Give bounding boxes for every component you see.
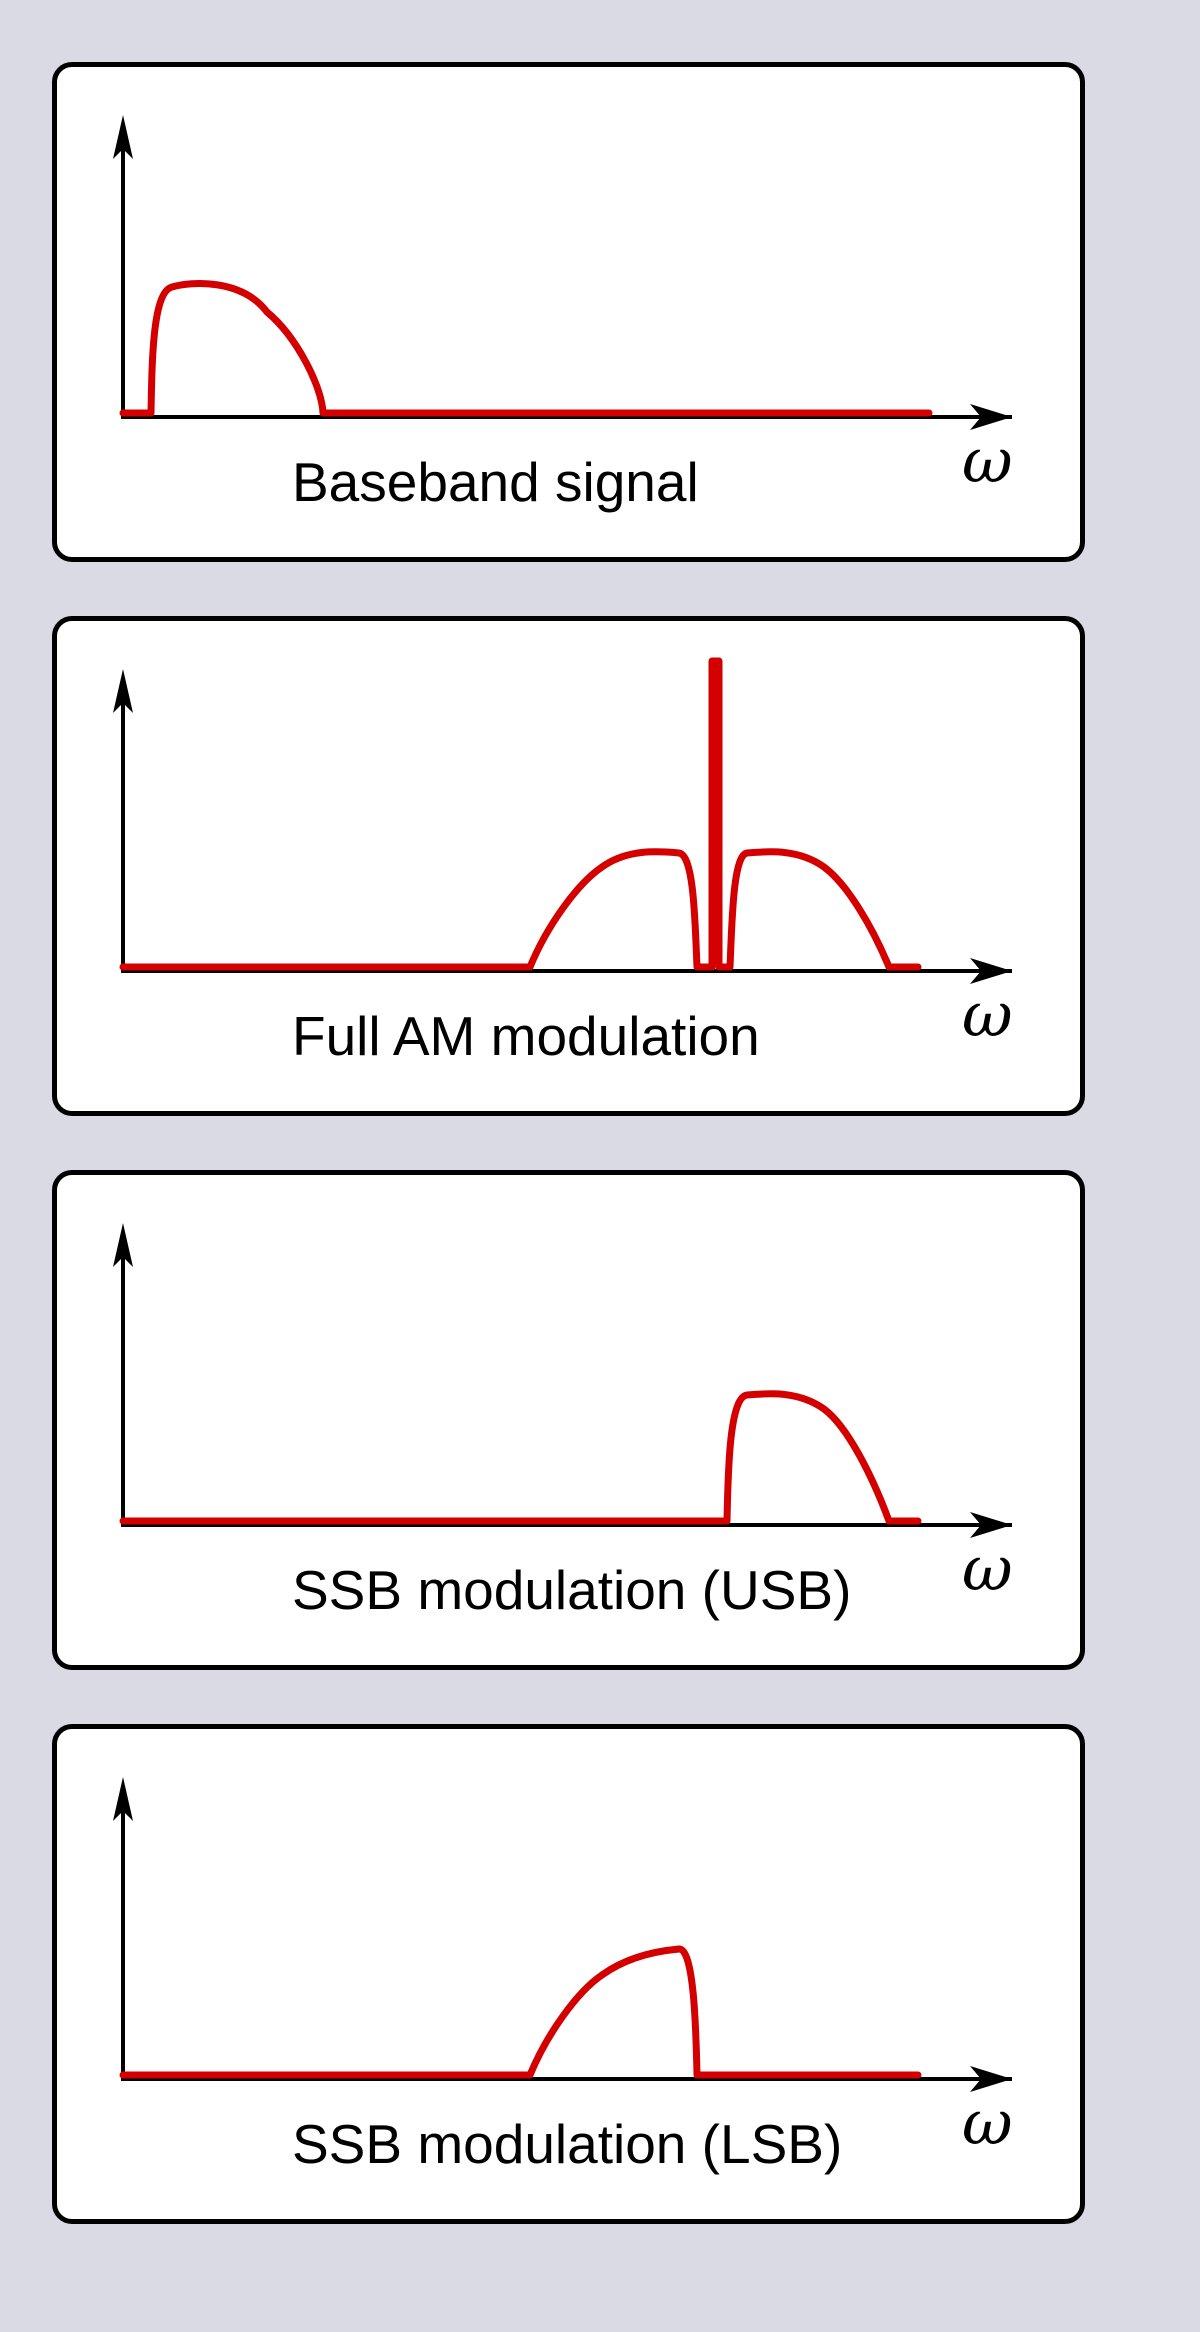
panel-baseband: Baseband signal ω [52, 62, 1085, 562]
panel-label-lsb: SSB modulation (LSB) [292, 2113, 843, 2175]
y-axis-arrow [113, 669, 133, 713]
panel-usb: SSB modulation (USB) ω [52, 1170, 1085, 1670]
panel-label-baseband: Baseband signal [292, 451, 699, 513]
x-axis-arrow [970, 1512, 1012, 1538]
y-axis-arrow [113, 1223, 133, 1267]
full-am-spectrum [119, 657, 922, 971]
lsb-plot [113, 1777, 1012, 2092]
x-axis-arrow [970, 404, 1012, 430]
baseband-plot [113, 115, 1012, 430]
panel-label-usb: SSB modulation (USB) [292, 1559, 852, 1621]
y-axis-arrow [113, 1777, 133, 1821]
panel-full-am: Full AM modulation ω [52, 616, 1085, 1116]
usb-spectrum [119, 1390, 922, 1525]
baseband-spectrum [119, 280, 933, 417]
full-am-plot [113, 657, 1012, 984]
y-axis-arrow [113, 115, 133, 159]
panel-label-full-am: Full AM modulation [292, 1005, 760, 1067]
usb-plot [113, 1223, 1012, 1538]
omega-axis-label: ω [962, 978, 1013, 1051]
omega-axis-label: ω [962, 424, 1013, 497]
x-axis-arrow [970, 958, 1012, 984]
x-axis-arrow [970, 2066, 1012, 2092]
omega-axis-label: ω [962, 1532, 1013, 1605]
omega-axis-label: ω [962, 2086, 1013, 2159]
lsb-spectrum [119, 1945, 922, 2079]
panel-lsb: SSB modulation (LSB) ω [52, 1724, 1085, 2224]
